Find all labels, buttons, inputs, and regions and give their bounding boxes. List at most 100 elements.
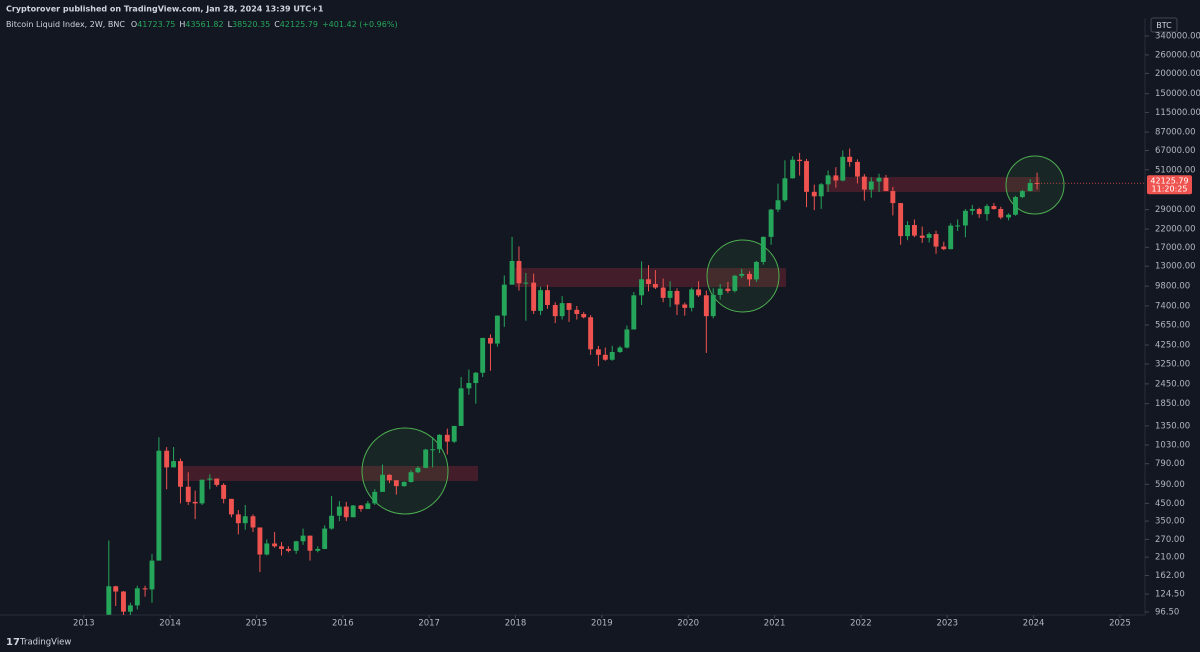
- candle-body: [458, 388, 464, 426]
- candle-body: [689, 289, 695, 308]
- legend-key: L: [228, 20, 233, 29]
- candle-body: [423, 449, 429, 468]
- candle-body: [207, 478, 213, 480]
- logo-mark: 17: [6, 637, 20, 648]
- candle-body: [703, 295, 709, 317]
- candle-body: [509, 260, 515, 285]
- candle-body: [1013, 197, 1018, 215]
- candle-body: [811, 191, 817, 197]
- candle-body: [264, 543, 270, 555]
- x-tick-label: 2024: [1023, 619, 1045, 629]
- y-tick-label: 350.00: [1155, 517, 1185, 527]
- candle-body: [444, 434, 450, 442]
- y-tick-label: 1350.00: [1155, 421, 1190, 431]
- y-tick-label: 67000.00: [1155, 146, 1196, 156]
- candle-body: [171, 461, 177, 468]
- candle-body: [343, 506, 349, 518]
- y-tick-label: 340000.00: [1155, 31, 1200, 41]
- y-tick-label: 2450.00: [1155, 379, 1190, 389]
- candle-body: [725, 288, 731, 291]
- candle-body: [855, 161, 860, 177]
- y-tick-label: 4250.00: [1155, 341, 1190, 351]
- y-tick-label: 17000.00: [1155, 243, 1196, 253]
- candle-body: [134, 588, 140, 606]
- candle-body: [559, 303, 565, 317]
- annotations: [178, 155, 1065, 515]
- candle-body: [501, 284, 507, 316]
- y-tick-label: 9800.00: [1155, 282, 1190, 292]
- legend-value: 41723.75: [137, 20, 175, 29]
- x-tick-label: 2013: [73, 619, 95, 629]
- y-tick-label: 3250.00: [1155, 359, 1190, 369]
- brand: TradingView: [19, 638, 71, 648]
- highlight-circle: [706, 239, 780, 313]
- candle-body: [106, 586, 112, 615]
- candle-body: [336, 506, 342, 516]
- candle-body: [624, 329, 630, 348]
- candle-body: [199, 479, 205, 504]
- candle-body: [466, 383, 472, 389]
- candle-body: [833, 175, 839, 181]
- countdown: 11:20:25: [1152, 184, 1188, 193]
- x-tick-label: 2023: [936, 619, 958, 629]
- candle-body: [1027, 182, 1033, 192]
- candle-body: [300, 535, 306, 542]
- y-tick-label: 590.00: [1155, 480, 1185, 490]
- last-price: 42125.79: [1150, 176, 1188, 185]
- candle-body: [602, 354, 608, 360]
- legend-line: Bitcoin Liquid Index, 2W, BNC O41723.75 H4…: [6, 20, 398, 29]
- candle-body: [372, 491, 378, 504]
- candle-body: [883, 177, 889, 192]
- symbol: BTC: [1156, 21, 1172, 30]
- candle-body: [646, 279, 651, 284]
- y-tick-label: 115000.00: [1155, 108, 1200, 118]
- candle-body: [998, 208, 1004, 218]
- candle-body: [847, 156, 853, 162]
- candle-body: [768, 209, 774, 237]
- candle-body: [307, 535, 313, 551]
- candle-body: [574, 309, 580, 314]
- candle-body: [732, 275, 738, 291]
- candle-body: [451, 425, 457, 442]
- y-tick-label: 22000.00: [1155, 225, 1196, 235]
- candle-body: [1034, 182, 1040, 184]
- candle-body: [228, 498, 234, 515]
- candle-body: [969, 208, 975, 211]
- candle-body: [790, 159, 796, 179]
- y-tick-label: 5650.00: [1155, 320, 1190, 330]
- candle-body: [538, 290, 543, 311]
- candle-body: [955, 225, 961, 227]
- symbol-box: [1150, 17, 1178, 33]
- candle-body: [696, 289, 702, 296]
- candle-body: [329, 515, 335, 529]
- x-tick-label: 2018: [505, 619, 527, 629]
- candle-body: [760, 236, 766, 262]
- highlight-circle: [1005, 155, 1065, 215]
- legend-change: +401.42 (+0.96%): [322, 20, 398, 29]
- y-tick-label: 790.00: [1155, 459, 1185, 469]
- x-tick-label: 2015: [246, 619, 268, 629]
- candle-body: [631, 295, 637, 330]
- candle-body: [142, 588, 148, 590]
- candle-body: [861, 176, 867, 190]
- y-tick-label: 1030.00: [1155, 441, 1190, 451]
- candle-body: [1019, 191, 1025, 198]
- y-tick-label: 150000.00: [1155, 89, 1200, 99]
- candle-body: [890, 191, 896, 204]
- candle-body: [293, 541, 299, 551]
- candle-body: [113, 586, 119, 592]
- y-tick-label: 450.00: [1155, 499, 1185, 509]
- candle-body: [408, 472, 414, 482]
- candle-body: [272, 543, 278, 547]
- candle-body: [660, 287, 666, 298]
- candle-body: [617, 347, 623, 353]
- y-tick-label: 200000.00: [1155, 69, 1200, 79]
- x-tick-label: 2025: [1109, 619, 1131, 629]
- x-tick-label: 2016: [332, 619, 354, 629]
- candle-body: [545, 290, 550, 305]
- candle-body: [876, 177, 882, 182]
- candle-body: [164, 450, 170, 468]
